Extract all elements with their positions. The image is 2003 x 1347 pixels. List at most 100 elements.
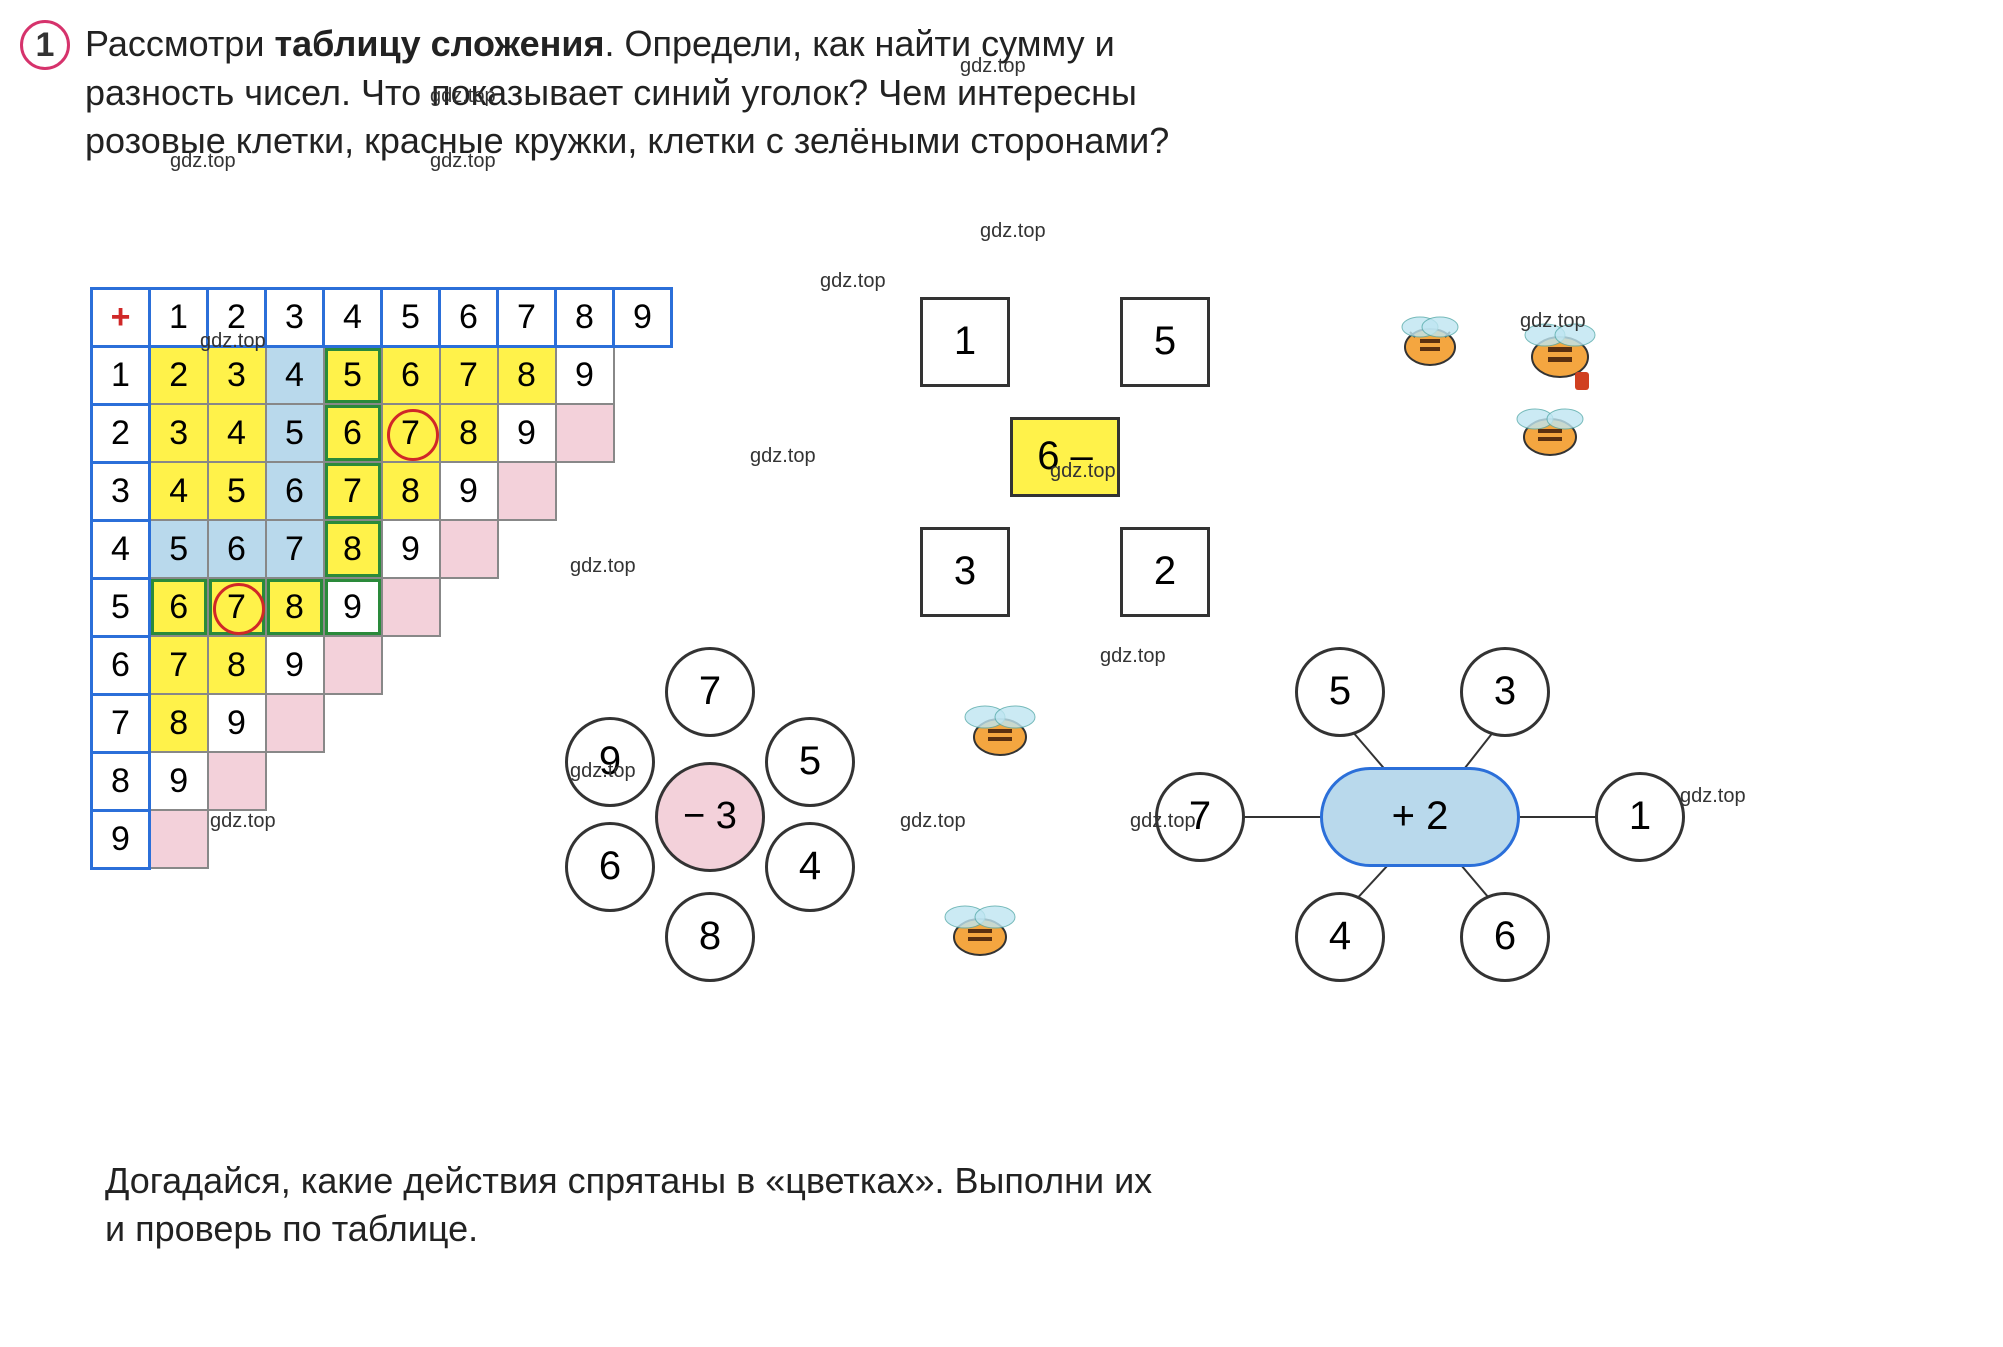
table-header-cell: 8 xyxy=(556,288,614,346)
table-cell xyxy=(440,636,498,694)
table-cell xyxy=(556,462,614,520)
flower-petal: 4 xyxy=(765,822,855,912)
table-cell: 8 xyxy=(382,462,440,520)
table-cell: 6 xyxy=(208,520,266,578)
table-cell: 8 xyxy=(208,636,266,694)
flower-petal: 8 xyxy=(665,892,755,982)
table-cell xyxy=(556,404,614,462)
table-cell xyxy=(382,810,440,868)
table-header-cell: 2 xyxy=(208,288,266,346)
flower-plus: + 2 531647 xyxy=(1140,647,1700,987)
table-cell: 5 xyxy=(324,346,382,404)
table-header-cell: 7 xyxy=(92,694,150,752)
table-cell xyxy=(556,578,614,636)
table-cell: 5 xyxy=(150,520,208,578)
text-part: Рассмотри xyxy=(85,23,274,64)
table-cell: 6 xyxy=(324,404,382,462)
table-cell: 9 xyxy=(208,694,266,752)
bee-icon xyxy=(940,687,1060,782)
table-cell: 6 xyxy=(266,462,324,520)
flower-center: − 3 xyxy=(655,762,765,872)
table-cell xyxy=(614,462,672,520)
table-cell xyxy=(440,694,498,752)
table-cell xyxy=(382,694,440,752)
table-cell: 8 xyxy=(266,578,324,636)
table-cell: 8 xyxy=(324,520,382,578)
table-cell: 9 xyxy=(150,752,208,810)
table-cell xyxy=(266,752,324,810)
table-cell xyxy=(324,810,382,868)
table-cell xyxy=(382,578,440,636)
cross-cell-br: 2 xyxy=(1120,527,1210,617)
table-cell: 4 xyxy=(208,404,266,462)
table-cell: 7 xyxy=(208,578,266,636)
flower-petal: 5 xyxy=(765,717,855,807)
table-header-cell: 5 xyxy=(382,288,440,346)
table-cell: 5 xyxy=(266,404,324,462)
table-cell: 9 xyxy=(440,462,498,520)
table-cell: 8 xyxy=(150,694,208,752)
cross-diagram: 1 5 6 – 3 2 xyxy=(900,297,1230,627)
table-cell xyxy=(266,694,324,752)
table-cell xyxy=(208,810,266,868)
table-plus-sign: + xyxy=(92,288,150,346)
table-cell xyxy=(324,636,382,694)
table-cell: 4 xyxy=(266,346,324,404)
text-line: розовые клетки, красные кружки, клетки с… xyxy=(85,120,1169,161)
table-cell: 8 xyxy=(498,346,556,404)
table-cell: 9 xyxy=(266,636,324,694)
table-header-cell: 1 xyxy=(92,346,150,404)
table-cell xyxy=(324,694,382,752)
flower-petal: 6 xyxy=(565,822,655,912)
flower-center: + 2 xyxy=(1320,767,1520,867)
flower-petal: 7 xyxy=(1155,772,1245,862)
bee-icon xyxy=(1380,277,1640,482)
cross-center: 6 – xyxy=(1010,417,1120,497)
flower-petal: 4 xyxy=(1295,892,1385,982)
bottom-text: Догадайся, какие действия спрятаны в «цв… xyxy=(105,1157,1983,1254)
table-header-cell: 2 xyxy=(92,404,150,462)
task-text: Рассмотри таблицу сложения. Определи, ка… xyxy=(85,20,1983,166)
text-line: и проверь по таблице. xyxy=(105,1208,478,1249)
table-header-cell: 9 xyxy=(92,810,150,868)
flower-petal: 6 xyxy=(1460,892,1550,982)
flower-minus: − 3 75 486 9 xyxy=(540,647,880,987)
table-cell: 7 xyxy=(150,636,208,694)
table-cell: 5 xyxy=(208,462,266,520)
table-cell: 9 xyxy=(382,520,440,578)
table-cell xyxy=(382,636,440,694)
table-cell xyxy=(324,752,382,810)
flower-petal: 7 xyxy=(665,647,755,737)
table-cell: 6 xyxy=(150,578,208,636)
table-header-cell: 9 xyxy=(614,288,672,346)
bee-icon xyxy=(920,887,1040,982)
cross-cell-bl: 3 xyxy=(920,527,1010,617)
table-cell xyxy=(556,520,614,578)
content-area: +123456789123456789234567893456789456789… xyxy=(20,267,1983,1167)
table-cell: 7 xyxy=(324,462,382,520)
table-cell xyxy=(498,578,556,636)
table-header-cell: 3 xyxy=(266,288,324,346)
table-cell xyxy=(614,520,672,578)
table-cell xyxy=(208,752,266,810)
table-header-cell: 7 xyxy=(498,288,556,346)
table-cell: 4 xyxy=(150,462,208,520)
table-header-cell: 4 xyxy=(324,288,382,346)
text-line: разность чисел. Что показывает синий уго… xyxy=(85,72,1137,113)
table-cell: 3 xyxy=(208,346,266,404)
table-cell: 6 xyxy=(382,346,440,404)
table-cell xyxy=(440,520,498,578)
table-cell: 7 xyxy=(382,404,440,462)
flower-petal: 9 xyxy=(565,717,655,807)
table-cell xyxy=(440,810,498,868)
table-cell: 9 xyxy=(498,404,556,462)
flower-petal: 1 xyxy=(1595,772,1685,862)
table-cell: 2 xyxy=(150,346,208,404)
table-cell xyxy=(498,462,556,520)
table-cell: 7 xyxy=(440,346,498,404)
table-cell xyxy=(266,810,324,868)
table-header-cell: 3 xyxy=(92,462,150,520)
table-cell xyxy=(440,578,498,636)
table-cell xyxy=(440,752,498,810)
cross-cell-tl: 1 xyxy=(920,297,1010,387)
